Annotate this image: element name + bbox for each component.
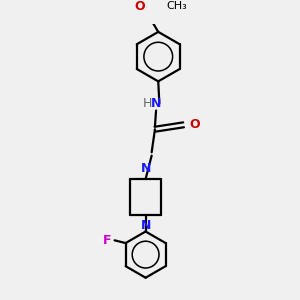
Text: N: N bbox=[140, 219, 151, 232]
Text: CH₃: CH₃ bbox=[167, 1, 187, 11]
Text: N: N bbox=[140, 162, 151, 175]
Text: H: H bbox=[142, 98, 152, 110]
Text: N: N bbox=[151, 98, 161, 110]
Text: O: O bbox=[134, 0, 145, 13]
Text: F: F bbox=[103, 234, 111, 247]
Text: O: O bbox=[189, 118, 200, 131]
